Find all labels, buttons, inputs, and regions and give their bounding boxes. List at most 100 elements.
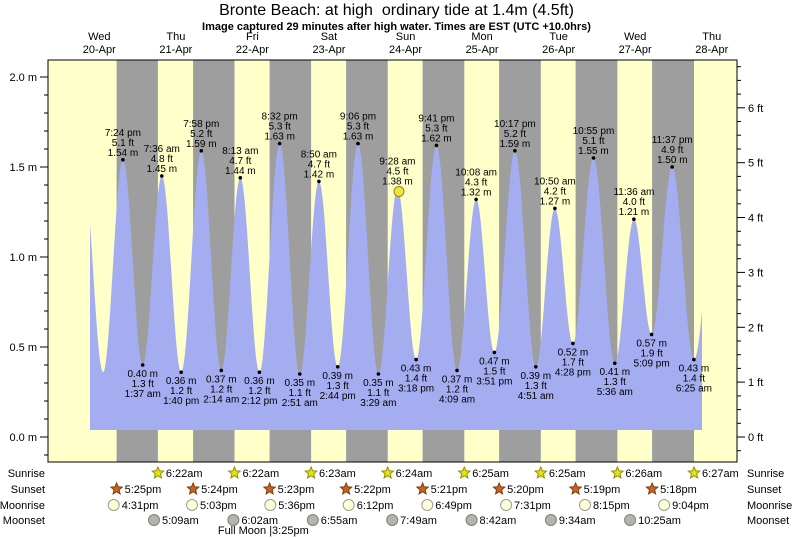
tide-high-label: 4.7 ft (229, 156, 251, 167)
day-label: Tue (549, 31, 568, 43)
sunset-icon (339, 481, 354, 495)
tide-low-label: 3:18 pm (398, 384, 434, 395)
tide-low-label: 1.1 ft (367, 388, 389, 399)
sunrise-time: 6:25am (549, 468, 586, 480)
tide-high-label: 11:36 am (613, 187, 654, 198)
tide-high-label: 1.54 m (108, 148, 139, 159)
tide-point-dot (613, 361, 617, 366)
tide-high-label: 5.1 ft (112, 138, 134, 149)
tide-point-dot (455, 368, 459, 373)
tide-high-label: 7:58 pm (183, 119, 219, 130)
tide-high-label: 8:50 am (301, 149, 337, 160)
tide-high-label: 1.63 m (264, 132, 295, 143)
tide-high-label: 1.59 m (500, 139, 531, 150)
sunset-icon (645, 481, 660, 495)
sunset-time: 5:18pm (660, 484, 697, 496)
tide-high-label: 1.21 m (619, 207, 650, 218)
tide-high-label: 1.63 m (343, 132, 374, 143)
tide-point-dot (553, 206, 557, 211)
tide-high-label: 5.3 ft (269, 122, 291, 133)
tide-low-label: 1.4 ft (683, 374, 705, 385)
axis-tick-label: 4 ft (748, 213, 763, 225)
tide-point-dot (335, 365, 340, 369)
chart-subtitle: Image captured 29 minutes after high wat… (202, 21, 591, 33)
day-label: 27-Apr (619, 44, 652, 56)
axis-tick-label: 2 ft (748, 322, 763, 334)
sunrise-icon (304, 465, 319, 479)
moonrise-time: 9:04pm (672, 500, 709, 512)
day-label: 26-Apr (542, 44, 575, 56)
moonrise-icon (500, 499, 513, 511)
tide-low-label: 0.37 m (206, 374, 237, 385)
tide-low-label: 0.36 m (166, 376, 197, 387)
day-label: 22-Apr (236, 44, 269, 56)
sunrise-time: 6:22am (242, 468, 279, 480)
tide-point-dot (649, 332, 654, 337)
sunset-icon (186, 481, 201, 495)
tide-high-label: 4.2 ft (544, 186, 566, 197)
tide-high-label: 7:24 pm (105, 128, 141, 139)
axis-tick-label: 5 ft (748, 158, 763, 170)
tide-low-label: 1.5 ft (483, 366, 505, 377)
moonrise-time: 4:31pm (122, 500, 159, 512)
tide-point-dot (199, 149, 204, 153)
sunrise-icon (150, 465, 165, 479)
tide-low-label: 2:51 am (282, 398, 318, 409)
tide-point-dot (492, 350, 497, 355)
tide-high-label: 10:17 pm (494, 119, 536, 130)
tide-low-label: 0.37 m (442, 374, 473, 385)
tide-point-dot (160, 174, 164, 178)
tide-point-dot (474, 197, 478, 202)
day-label: Sat (321, 31, 338, 43)
sunset-icon (415, 481, 430, 495)
plot-frame (47, 59, 738, 463)
moonset-time: 5:09am (162, 515, 199, 527)
tide-low-label: 4:51 am (518, 391, 554, 402)
tide-low-label: 0.35 m (284, 378, 315, 389)
tide-low-label: 1.2 ft (210, 384, 232, 395)
tide-high-label: 8:13 am (222, 146, 258, 157)
tide-high-label: 9:06 pm (340, 112, 376, 123)
tide-point-dot (376, 372, 381, 376)
axis-tick-label: 3 ft (748, 267, 763, 279)
moonset-time: 6:55am (321, 515, 358, 527)
tide-high-label: 1.62 m (421, 133, 452, 144)
tide-point-dot (571, 341, 575, 346)
tide-high-label: 1.27 m (540, 196, 571, 207)
tide-low-label: 0.43 m (401, 364, 432, 375)
tide-low-label: 1.1 ft (289, 388, 311, 399)
tide-low-label: 1:40 pm (163, 396, 199, 407)
tide-high-label: 1.44 m (225, 166, 256, 177)
sunset-time: 5:20pm (507, 484, 544, 496)
moonrise-time: 6:49pm (435, 500, 472, 512)
tide-low-label: 5:36 am (597, 387, 633, 398)
row-label-right-sunset: Sunset (747, 484, 781, 496)
moonset-time: 9:34am (559, 515, 596, 527)
tide-high-label: 4.5 ft (386, 167, 408, 178)
row-label-right-moonset: Moonset (747, 515, 789, 527)
sunrise-time: 6:26am (625, 468, 662, 480)
tide-low-label: 1.2 ft (170, 386, 192, 397)
moonset-icon (148, 514, 160, 526)
tide-low-label: 6:25 am (676, 384, 712, 395)
moonrise-icon (264, 499, 277, 511)
sunset-time: 5:25pm (125, 484, 162, 496)
tide-point-dot (434, 143, 439, 148)
tide-low-label: 1.3 ft (327, 381, 349, 392)
moonrise-time: 6:12pm (357, 500, 394, 512)
tide-high-label: 7:36 am (144, 144, 180, 155)
moonset-icon (306, 514, 319, 526)
axis-tick-label: 0.0 m (9, 432, 37, 444)
tide-low-label: 4:28 pm (555, 367, 591, 378)
tide-low-label: 1.9 ft (640, 348, 662, 359)
tide-high-label: 5.2 ft (504, 129, 526, 140)
sunset-icon (492, 481, 507, 495)
tide-point-dot (298, 372, 302, 376)
tide-point-dot (121, 158, 125, 162)
tide-high-label: 5.1 ft (582, 136, 604, 147)
tide-high-label: 1.45 m (147, 164, 178, 175)
moonset-time: 10:25am (638, 515, 681, 527)
tide-high-label: 10:50 am (534, 176, 576, 187)
